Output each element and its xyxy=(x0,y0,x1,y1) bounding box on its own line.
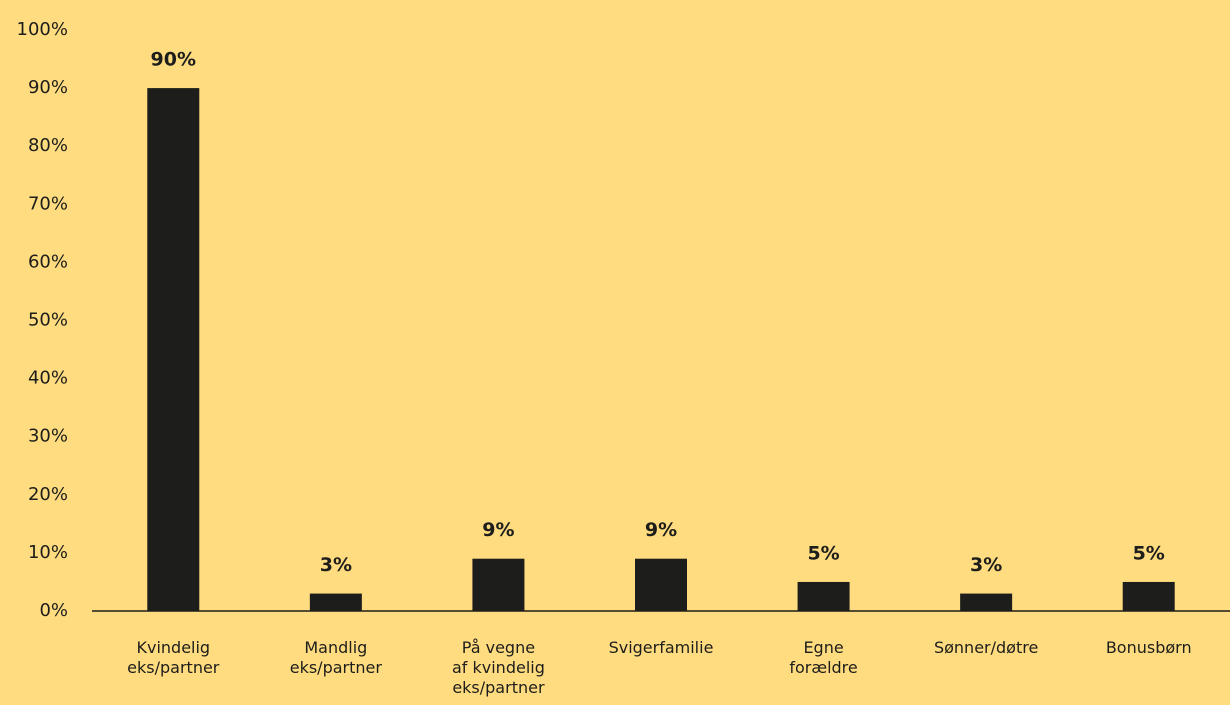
y-tick-label: 90% xyxy=(28,77,68,98)
bar xyxy=(309,593,362,611)
y-tick-label: 100% xyxy=(17,19,68,40)
value-label: 5% xyxy=(1133,542,1165,564)
x-tick-label: Sønner/døtre xyxy=(933,638,1039,657)
bar xyxy=(635,558,687,611)
value-label: 9% xyxy=(645,519,677,541)
value-label: 3% xyxy=(970,554,1002,576)
y-tick-label: 60% xyxy=(28,251,68,272)
y-tick-label: 10% xyxy=(28,542,68,563)
y-tick-label: 0% xyxy=(39,600,68,621)
x-tick-label: Mandlig eks/partner xyxy=(289,638,382,677)
y-tick-label: 30% xyxy=(28,426,68,447)
y-tick-label: 50% xyxy=(28,310,68,331)
bar xyxy=(1122,581,1175,611)
y-tick-label: 20% xyxy=(28,484,68,505)
value-label: 9% xyxy=(482,519,514,541)
bar xyxy=(472,558,525,611)
value-label: 90% xyxy=(151,49,196,71)
x-tick-label: Bonusbørn xyxy=(1105,638,1192,657)
bar xyxy=(960,593,1013,611)
x-tick-label: På vegne af kvindelig eks/partner xyxy=(451,638,545,697)
bar xyxy=(797,581,850,611)
y-tick-label: 40% xyxy=(28,368,68,389)
y-tick-label: 70% xyxy=(28,193,68,214)
bar xyxy=(147,88,200,612)
x-tick-label: Kvindelig eks/partner xyxy=(127,638,220,677)
y-tick-label: 80% xyxy=(28,135,68,156)
x-tick-label: Egne forældre xyxy=(789,638,858,677)
value-label: 5% xyxy=(807,542,839,564)
x-tick-label: Svigerfamilie xyxy=(608,638,714,657)
value-label: 3% xyxy=(320,554,352,576)
